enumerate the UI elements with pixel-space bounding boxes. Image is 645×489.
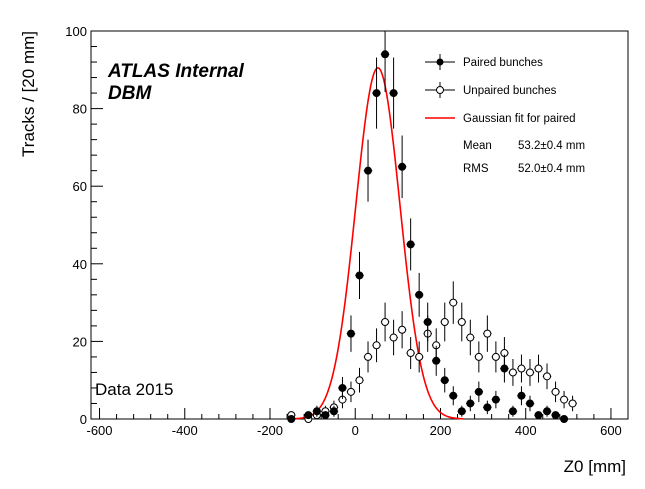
x-tick-label: 400 (515, 423, 537, 438)
unpaired-point (568, 395, 577, 412)
unpaired-point (534, 354, 543, 383)
unpaired-series (287, 281, 577, 423)
legend-fit-label: Gaussian fit for paired (463, 113, 576, 125)
y-tick-label: 20 (73, 334, 87, 349)
unpaired-point (517, 354, 526, 383)
unpaired-point (338, 390, 347, 409)
y-tick-label: 60 (73, 179, 87, 194)
fit-layer (292, 67, 464, 420)
unpaired-point (414, 341, 424, 373)
unpaired-point (551, 381, 560, 403)
unpaired-point (466, 319, 475, 356)
stat-rms-name: RMS (463, 163, 489, 175)
x-tick-label: -200 (257, 423, 283, 438)
paired-point (380, 31, 390, 92)
x-tick-label: 600 (600, 423, 622, 438)
unpaired-point (483, 315, 492, 352)
unpaired-point (389, 319, 398, 356)
experiment-label: ATLAS Internal (107, 61, 245, 82)
legend-unpaired-label: Unpaired bunches (463, 85, 557, 97)
unpaired-point (346, 381, 356, 403)
paired-point (431, 345, 441, 376)
legend-paired-marker (425, 54, 455, 70)
paired-point (304, 411, 313, 420)
paired-point (534, 411, 543, 420)
paired-point (321, 411, 330, 420)
paired-point (406, 218, 415, 271)
x-tick-label: 0 (352, 423, 359, 438)
paired-point (483, 400, 492, 415)
legend-unpaired-marker (425, 82, 455, 98)
paired-point (457, 405, 467, 417)
y-tick-label: 40 (73, 257, 87, 272)
unpaired-point (474, 341, 484, 373)
paired-point (525, 395, 535, 412)
paired-point (440, 367, 449, 393)
unpaired-point (449, 281, 458, 324)
unpaired-point (406, 337, 415, 370)
paired-point (500, 354, 509, 383)
paired-point (491, 390, 501, 409)
paired-point (355, 251, 364, 300)
unpaired-point (440, 302, 449, 342)
unpaired-point (491, 341, 501, 373)
y-tick-label: 80 (73, 102, 87, 117)
paired-point (517, 386, 526, 406)
paired-point (508, 405, 518, 417)
y-tick-label: 100 (65, 24, 87, 39)
unpaired-point (372, 328, 381, 363)
paired-point (559, 415, 569, 423)
paired-series (287, 31, 569, 423)
unpaired-point (525, 358, 535, 386)
stat-mean-name: Mean (463, 140, 492, 152)
legend-paired-label: Paired bunches (463, 57, 543, 69)
plot-frame (90, 30, 629, 420)
paired-point (372, 57, 381, 129)
paired-point (363, 139, 373, 202)
stat-mean-value: 53.2±0.4 mm (518, 140, 585, 152)
paired-point (329, 405, 339, 417)
axes: -600 -400 -200 0 200 400 600 0 20 40 60 80 100 (65, 24, 622, 438)
paired-point (287, 415, 296, 423)
paired-point (542, 405, 552, 417)
stat-rms-value: 52.0±0.4 mm (518, 163, 585, 175)
unpaired-point (457, 302, 467, 342)
x-axis-title: Z0 [mm] (564, 457, 626, 476)
x-tick-label: -600 (87, 423, 113, 438)
y-tick-label: 0 (80, 412, 87, 427)
unpaired-point (542, 363, 552, 390)
paired-point (466, 395, 475, 412)
gaussian-fit-curve (292, 67, 464, 420)
y-axis-title: Tracks / [20 mm] (19, 31, 38, 157)
unpaired-point (397, 311, 407, 349)
paired-point (474, 381, 484, 403)
x-tick-label: -400 (172, 423, 198, 438)
unpaired-point (363, 341, 373, 373)
paired-point (551, 411, 560, 420)
paired-point (389, 57, 398, 129)
paired-point (449, 386, 458, 406)
paired-point (312, 405, 322, 417)
x-tick-label: 200 (430, 423, 452, 438)
paired-point (397, 135, 407, 199)
dataset-label: Data 2015 (95, 380, 173, 399)
legend: Paired bunches Unpaired bunches Gaussian… (425, 54, 585, 175)
paired-point (423, 302, 432, 342)
unpaired-point (380, 302, 390, 342)
paired-point (338, 376, 347, 399)
unpaired-point (508, 358, 518, 386)
detector-label: DBM (108, 83, 152, 104)
unpaired-point (559, 390, 569, 409)
paired-point (346, 315, 356, 352)
paired-point (414, 272, 424, 317)
unpaired-point (355, 367, 364, 393)
